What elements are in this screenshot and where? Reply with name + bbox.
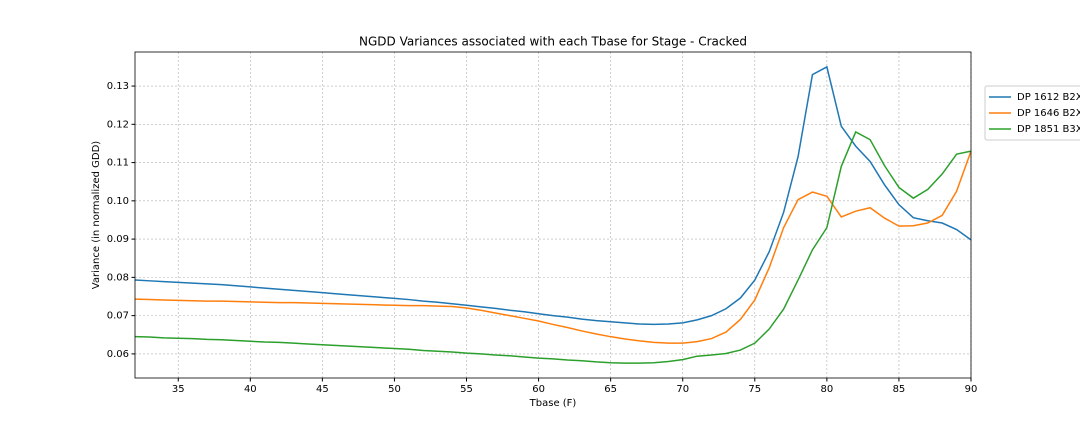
series-line — [134, 65, 972, 326]
x-tick-label: 80 — [820, 384, 833, 395]
y-tick-label: 0.10 — [107, 196, 129, 207]
y-tick-label: 0.08 — [107, 272, 129, 283]
legend-label: DP 1851 B3X — [1017, 124, 1080, 135]
legend-box — [984, 85, 1080, 141]
x-tick-label: 60 — [532, 384, 545, 395]
x-tick-label: 45 — [316, 384, 329, 395]
x-tick-label: 40 — [244, 384, 257, 395]
x-tick-label: 70 — [676, 384, 689, 395]
y-tick-label: 0.06 — [107, 349, 129, 360]
x-tick-label: 90 — [965, 384, 978, 395]
x-tick-label: 85 — [893, 384, 906, 395]
legend-label: DP 1646 B2X — [1017, 108, 1080, 119]
y-tick-label: 0.11 — [107, 158, 129, 169]
x-axis-label: Tbase (F) — [529, 398, 577, 409]
legend-label: DP 1612 B2X — [1017, 92, 1080, 103]
x-tick-label: 50 — [388, 384, 401, 395]
series-line — [134, 150, 972, 344]
y-tick-label: 0.12 — [107, 119, 129, 130]
x-tick-label: 35 — [172, 384, 185, 395]
y-tick-label: 0.07 — [107, 311, 129, 322]
y-axis-label: Variance (in normalized GDD) — [91, 141, 102, 289]
plot-frame — [134, 51, 972, 379]
y-tick-label: 0.13 — [107, 81, 129, 92]
x-tick-label: 65 — [604, 384, 617, 395]
x-tick-label: 75 — [748, 384, 761, 395]
series-line — [134, 130, 972, 364]
x-tick-label: 55 — [460, 384, 473, 395]
y-tick-label: 0.09 — [107, 234, 129, 245]
chart-title: NGDD Variances associated with each Tbas… — [359, 35, 747, 49]
